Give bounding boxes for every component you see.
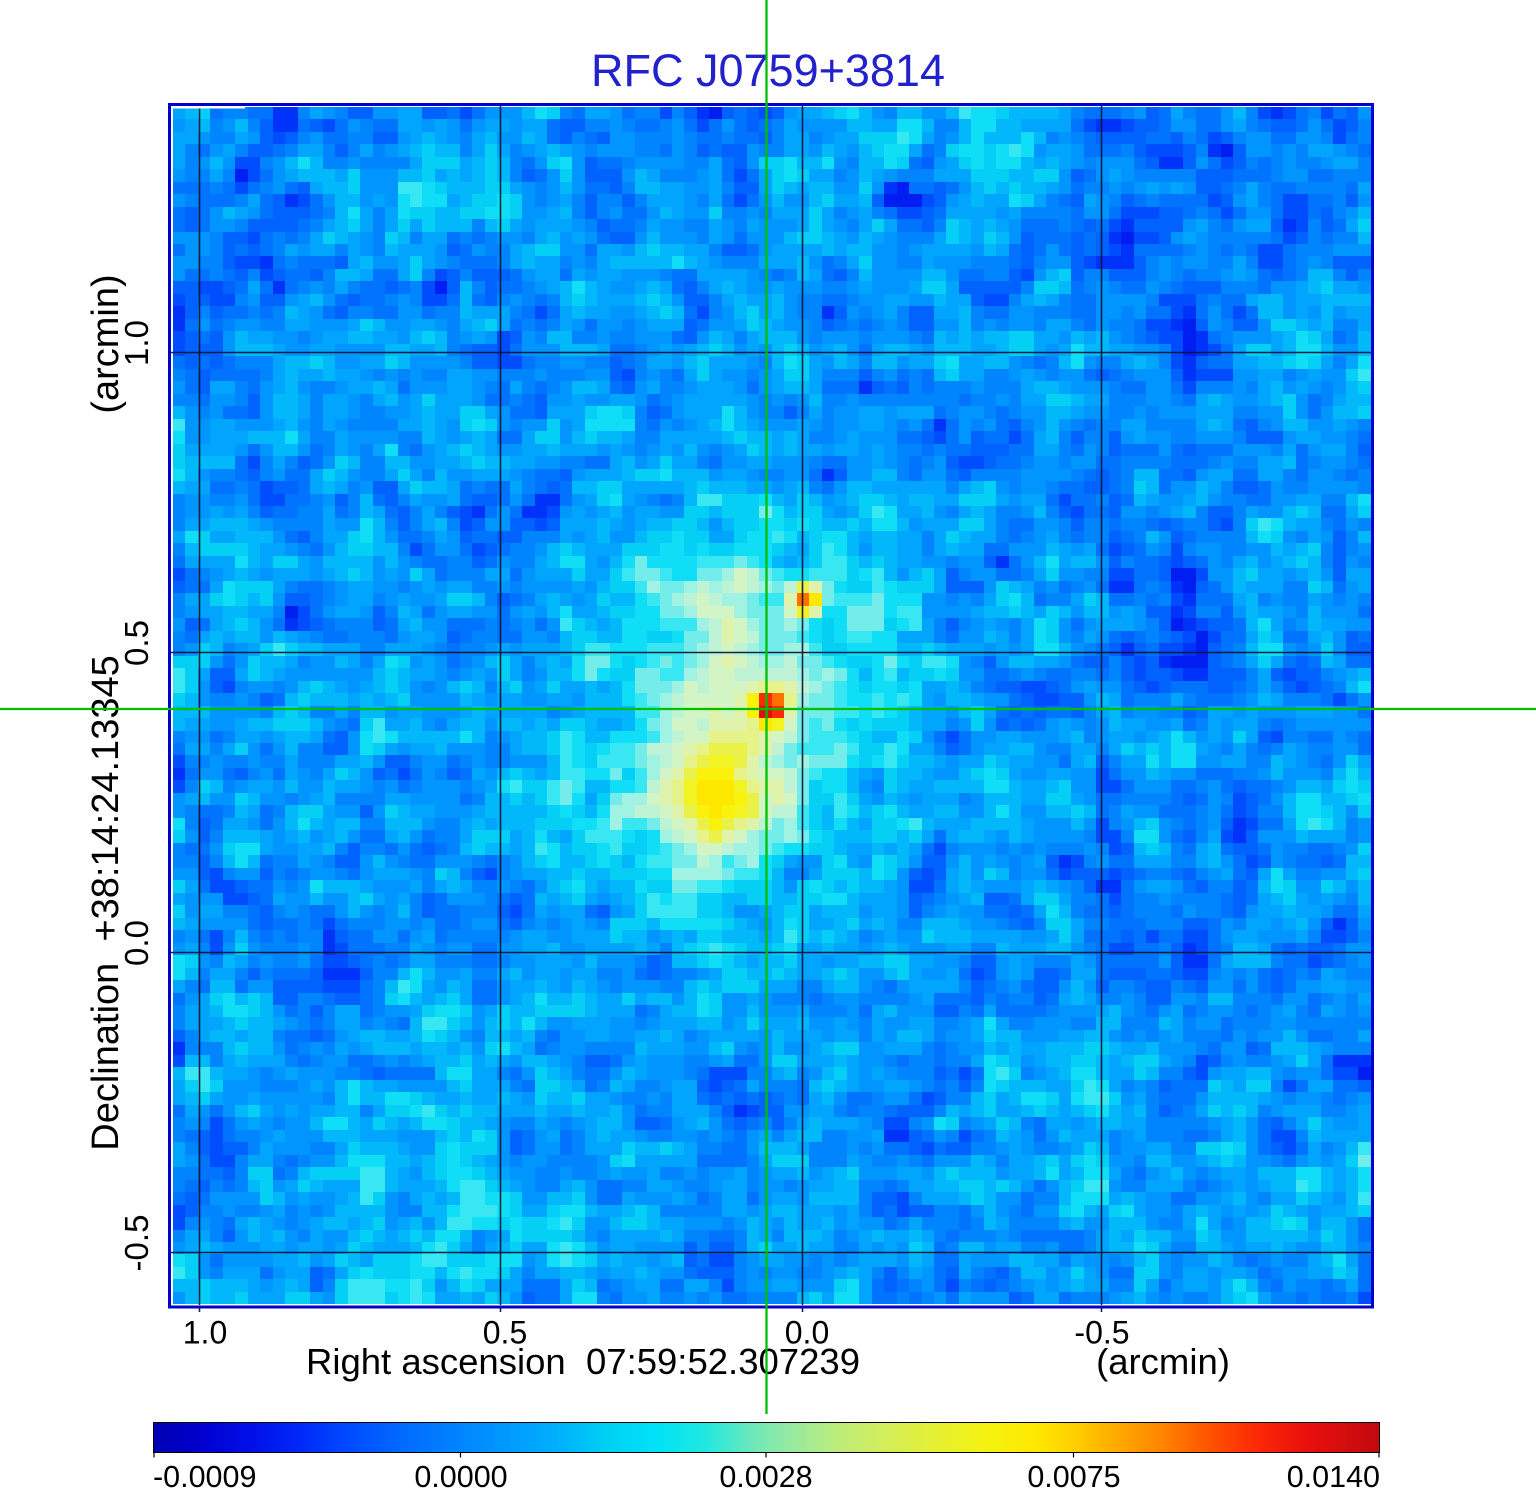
svg-text:RFC J0759+3814: RFC J0759+3814: [591, 45, 945, 96]
svg-text:0.0140: 0.0140: [1287, 1460, 1380, 1494]
svg-text:0.0000: 0.0000: [414, 1460, 507, 1494]
svg-text:-0.0009: -0.0009: [153, 1460, 256, 1494]
svg-text:0.0028: 0.0028: [719, 1460, 812, 1494]
svg-text:Declination +38:14:24.13345: Declination +38:14:24.13345: [85, 655, 127, 1150]
svg-text:Right ascension 07:59:52.3072: Right ascension 07:59:52.307239: [306, 1341, 860, 1382]
svg-text:0.5: 0.5: [118, 620, 155, 666]
svg-text:0.0075: 0.0075: [1027, 1460, 1120, 1494]
svg-text:0.0: 0.0: [118, 920, 155, 966]
svg-text:1.0: 1.0: [118, 320, 155, 366]
svg-text:(arcmin): (arcmin): [85, 274, 127, 413]
svg-text:0.5: 0.5: [483, 1315, 527, 1351]
svg-text:0.0: 0.0: [785, 1315, 829, 1351]
svg-text:(arcmin): (arcmin): [1096, 1341, 1230, 1382]
svg-text:-0.5: -0.5: [118, 1215, 155, 1272]
svg-text:1.0: 1.0: [183, 1315, 227, 1351]
svg-text:-0.5: -0.5: [1074, 1315, 1129, 1351]
